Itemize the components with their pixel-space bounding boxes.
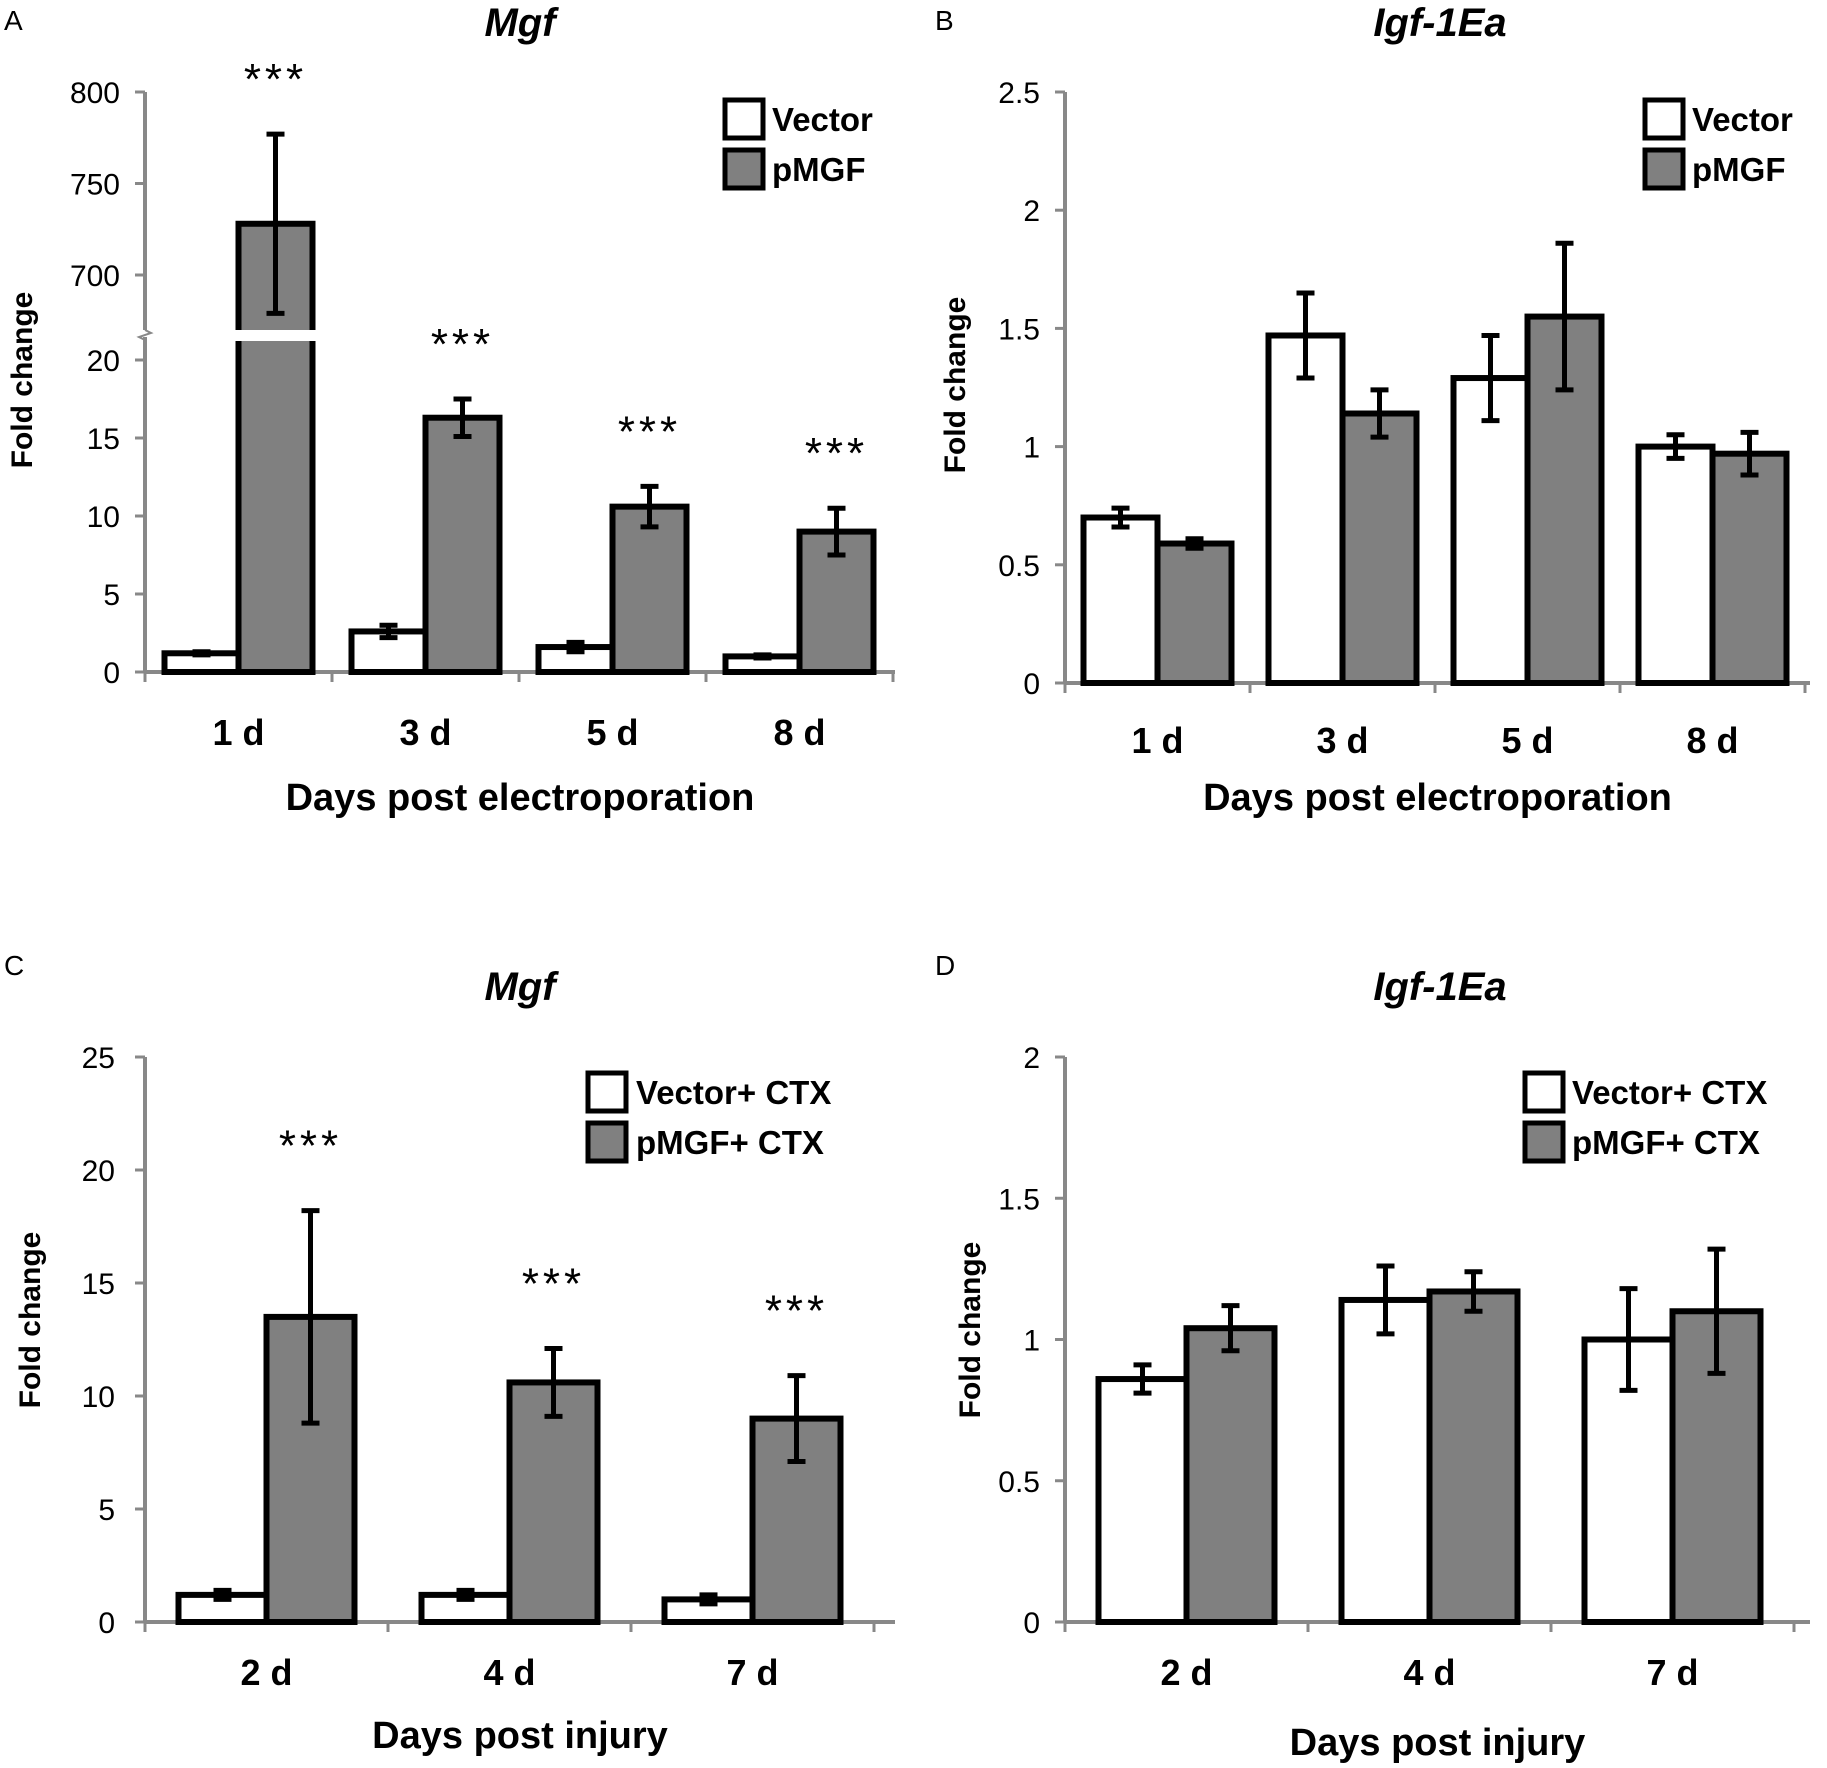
y-tick-label: 0 <box>1023 668 1040 701</box>
bar-pmgf-2 <box>1339 410 1420 686</box>
y-axis-label: Fold change <box>954 1242 987 1419</box>
y-tick-label: 5 <box>103 579 120 612</box>
x-axis-title: Days post electroporation <box>286 777 755 819</box>
chart-title: Mgf <box>484 965 559 1009</box>
significance-label: *** <box>522 1260 585 1309</box>
legend-label: pMGF+ CTX <box>636 1124 824 1161</box>
x-tick-label: 8 d <box>773 712 825 753</box>
y-tick-label: 0 <box>98 1607 115 1640</box>
significance-label: *** <box>431 320 494 369</box>
legend-label: pMGF+ CTX <box>1572 1124 1760 1161</box>
y-axis-label: Fold change <box>939 297 972 474</box>
x-tick-label: 4 d <box>483 1652 535 1693</box>
panel-letter: C <box>4 950 24 981</box>
x-tick-label: 2 d <box>240 1652 292 1693</box>
panel-letter: A <box>4 5 23 36</box>
bar-pmgf-ctx-2 <box>1426 1288 1521 1625</box>
bar-pmgf-2 <box>422 414 503 675</box>
y-tick-label: 10 <box>87 501 120 534</box>
bar-vector-4 <box>1635 443 1716 686</box>
x-tick-label: 5 d <box>586 712 638 753</box>
x-tick-label: 1 d <box>1131 720 1183 761</box>
significance-label: *** <box>244 55 307 104</box>
legend-swatch <box>722 147 766 191</box>
significance-label: *** <box>279 1122 342 1171</box>
bar-pmgf-ctx-2 <box>506 1379 601 1625</box>
legend-label: Vector <box>772 101 873 138</box>
x-tick-label: 2 d <box>1160 1652 1212 1693</box>
y-tick-label: 15 <box>87 423 120 456</box>
y-tick-label: 800 <box>70 77 120 110</box>
legend-label: Vector <box>1692 101 1793 138</box>
y-tick-label: 15 <box>82 1268 115 1301</box>
x-tick-label: 4 d <box>1403 1652 1455 1693</box>
chart-title: Mgf <box>484 1 559 45</box>
bar-pmgf-4 <box>1709 450 1790 686</box>
chart-panel-d: D Igf-1Ea 0 0.5 1 1.5 2 Fold change 2 d 4 d 7 d Day… <box>935 950 1810 1764</box>
x-tick-label: 7 d <box>726 1652 778 1693</box>
y-tick-label: 2 <box>1023 1042 1040 1075</box>
y-tick-label: 0 <box>1023 1607 1040 1640</box>
legend-swatch <box>585 1070 629 1114</box>
panel-letter: D <box>935 950 955 981</box>
legend-swatch <box>1642 97 1686 141</box>
bar-break-gap <box>234 330 317 341</box>
significance-label: *** <box>765 1287 828 1336</box>
y-tick-label: 1.5 <box>998 1183 1040 1216</box>
y-tick-label: 0.5 <box>998 550 1040 583</box>
panel-letter: B <box>935 5 954 36</box>
y-axis-label: Fold change <box>6 292 39 469</box>
legend-swatch <box>1642 147 1686 191</box>
x-tick-label: 7 d <box>1646 1652 1698 1693</box>
y-tick-label: 10 <box>82 1381 115 1414</box>
y-tick-label: 1 <box>1023 1325 1040 1358</box>
bar-vector-2 <box>1265 332 1346 686</box>
chart-panel-c: C Mgf 0 5 10 15 20 25 Fold change 2 d *** 4 d *** 7 d… <box>4 950 895 1757</box>
y-tick-label: 20 <box>87 345 120 378</box>
bar-vector-ctx-2 <box>1338 1296 1433 1625</box>
y-tick-label: 0 <box>103 657 120 690</box>
x-tick-label: 3 d <box>1316 720 1368 761</box>
legend-swatch <box>1522 1120 1566 1164</box>
x-tick-label: 1 d <box>212 712 264 753</box>
x-tick-label: 3 d <box>399 712 451 753</box>
significance-label: *** <box>618 407 681 456</box>
x-axis-title: Days post electroporation <box>1203 777 1672 819</box>
x-tick-label: 5 d <box>1501 720 1553 761</box>
legend-swatch <box>585 1120 629 1164</box>
legend-label: Vector+ CTX <box>636 1074 831 1111</box>
x-axis-title: Days post injury <box>372 1715 668 1757</box>
chart-panel-a: A Mgf 0 5 10 15 20 700 750 800 Fold change 1 d *** 3 … <box>4 1 895 819</box>
significance-label: *** <box>805 429 868 478</box>
chart-panel-b: B Igf-1Ea 0 0.5 1 1.5 2 2.5 Fold change 1 d 3 d 5 d… <box>935 1 1810 819</box>
y-tick-label: 20 <box>82 1155 115 1188</box>
legend-label: pMGF <box>772 151 865 188</box>
y-tick-label: 750 <box>70 169 120 202</box>
bar-pmgf-1 <box>1154 540 1235 686</box>
legend-label: Vector+ CTX <box>1572 1074 1767 1111</box>
legend-swatch <box>1522 1070 1566 1114</box>
y-tick-label: 2.5 <box>998 77 1040 110</box>
y-tick-label: 5 <box>98 1494 115 1527</box>
bar-vector-1 <box>1080 514 1161 687</box>
y-tick-label: 25 <box>82 1042 115 1075</box>
chart-title: Igf-1Ea <box>1373 965 1506 1009</box>
y-tick-label: 1.5 <box>998 313 1040 346</box>
y-tick-label: 0.5 <box>998 1466 1040 1499</box>
x-axis-title: Days post injury <box>1290 1722 1586 1764</box>
y-tick-label: 2 <box>1023 195 1040 228</box>
y-tick-label: 700 <box>70 260 120 293</box>
bar-vector-3 <box>1450 375 1531 686</box>
bar-pmgf-3 <box>609 503 690 676</box>
axis-break-mark <box>136 329 154 341</box>
x-tick-label: 8 d <box>1686 720 1738 761</box>
bar-vector-ctx-1 <box>1095 1376 1190 1626</box>
y-tick-label: 1 <box>1023 432 1040 465</box>
bar-pmgf-ctx-1 <box>1183 1325 1278 1625</box>
legend-swatch <box>722 97 766 141</box>
y-axis-label: Fold change <box>14 1232 47 1409</box>
legend-label: pMGF <box>1692 151 1785 188</box>
chart-title: Igf-1Ea <box>1373 1 1506 45</box>
